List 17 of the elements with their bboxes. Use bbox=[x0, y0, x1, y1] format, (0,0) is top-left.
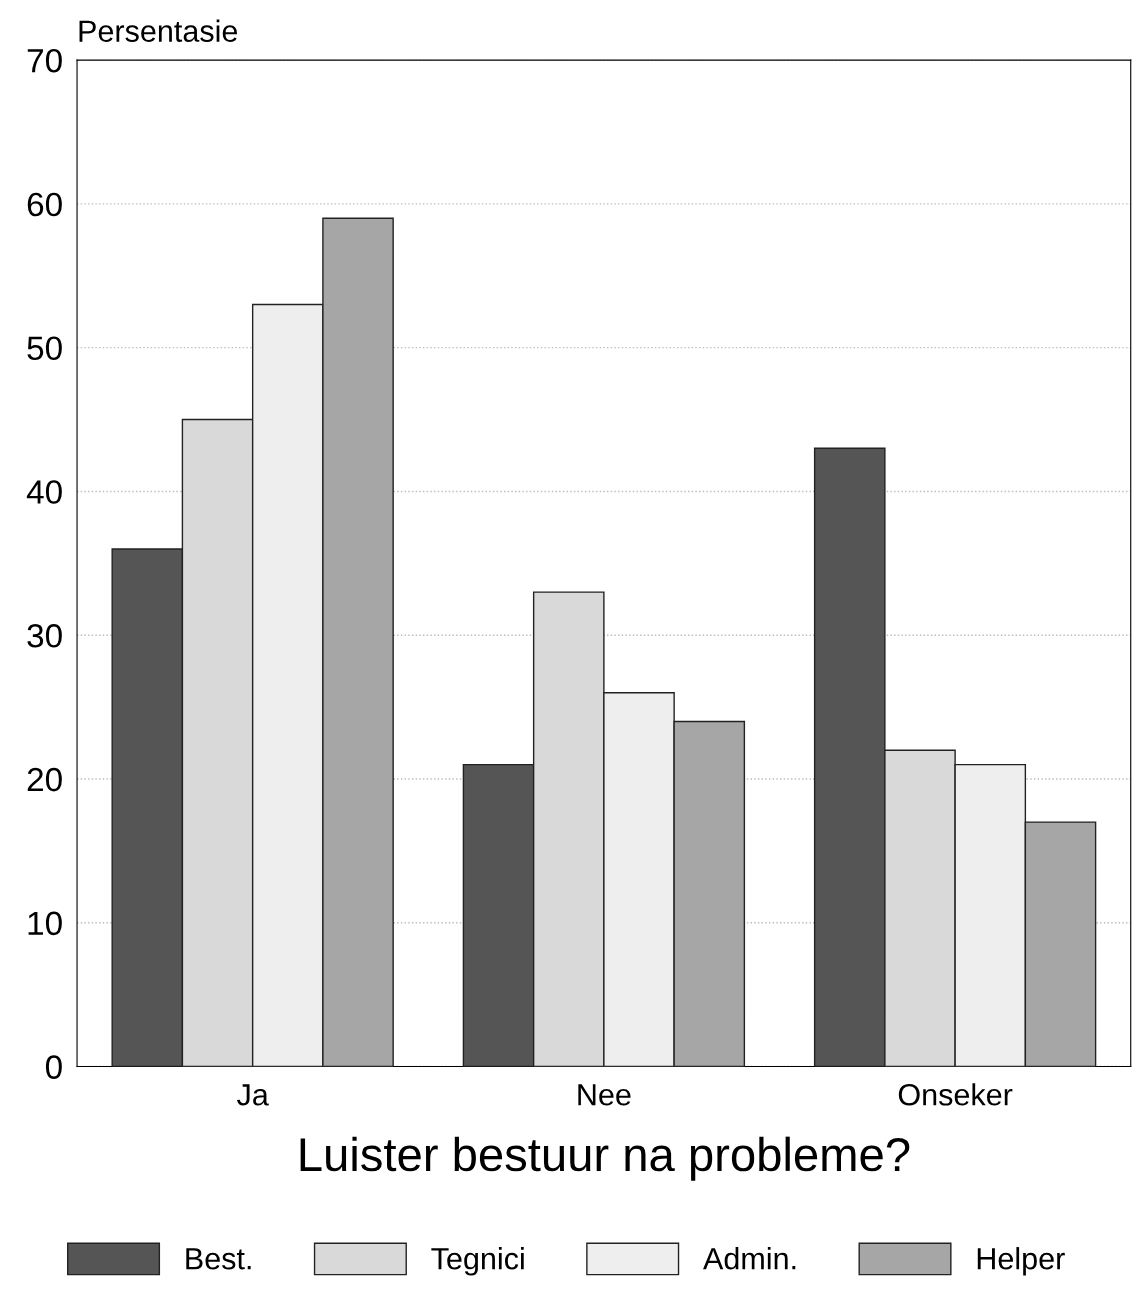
x-tick-label: Ja bbox=[237, 1084, 269, 1106]
y-tick-label: 70 bbox=[27, 48, 62, 73]
y-tick-label: 40 bbox=[26, 480, 62, 504]
legend-label: Tegnici bbox=[431, 1247, 524, 1276]
legend-label: Helper bbox=[977, 1247, 1065, 1276]
y-tick-label: 60 bbox=[27, 192, 62, 217]
x-tick-label: Onseker bbox=[898, 1083, 1013, 1106]
y-tick-label: 0 bbox=[45, 1055, 62, 1079]
y-tick-label: 50 bbox=[27, 336, 62, 361]
y-tick-label: 30 bbox=[27, 624, 62, 648]
legend-label: Admin. bbox=[703, 1247, 796, 1270]
legend-label: Best. bbox=[186, 1248, 251, 1270]
y-tick-label: 20 bbox=[27, 767, 62, 792]
y-axis-title: Persentasie bbox=[79, 19, 238, 43]
y-tick-label: 10 bbox=[28, 911, 62, 936]
x-tick-label: Nee bbox=[578, 1084, 631, 1106]
x-axis-title: Luister bestuur na probleme? bbox=[300, 1136, 910, 1181]
